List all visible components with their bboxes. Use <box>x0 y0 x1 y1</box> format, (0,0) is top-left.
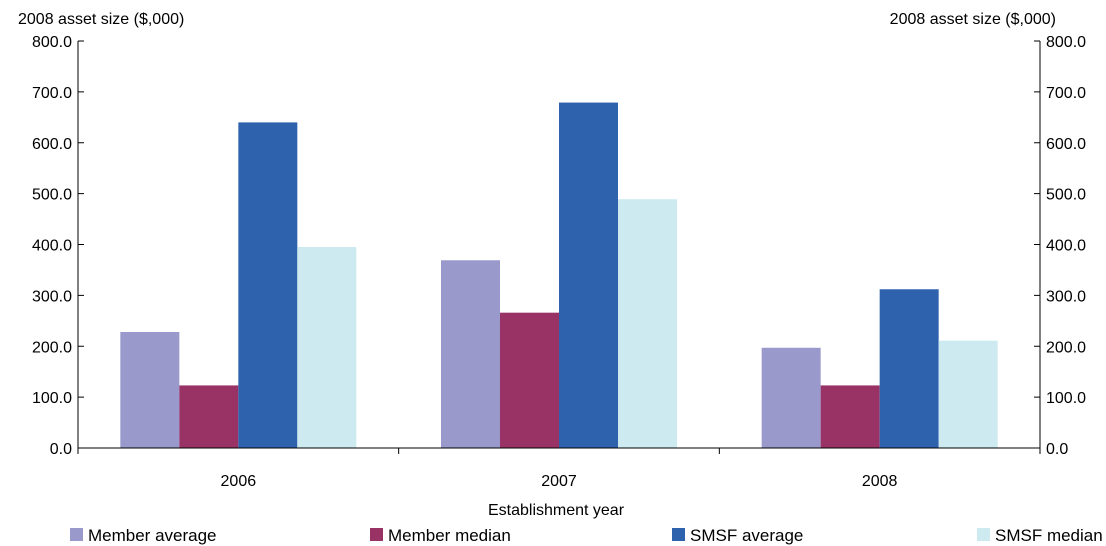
y-axis-label-left: 2008 asset size ($,000) <box>18 11 184 28</box>
legend-swatch <box>370 528 383 541</box>
y-tick-label-right: 600.0 <box>1046 136 1086 153</box>
bar-smsf-average-2006 <box>238 122 298 449</box>
y-tick-label-right: 200.0 <box>1046 339 1086 356</box>
bar-smsf-median-2007 <box>618 199 677 448</box>
x-tick-label: 2007 <box>541 473 577 490</box>
y-tick-label-right: 300.0 <box>1046 288 1086 305</box>
x-tick-label: 2006 <box>221 473 257 490</box>
legend-label: Member average <box>88 526 217 545</box>
bar-member-median-2007 <box>500 312 559 448</box>
y-tick-label-left: 700.0 <box>32 85 72 102</box>
y-tick-label-right: 400.0 <box>1046 238 1086 255</box>
bar-member-average-2007 <box>441 260 500 448</box>
legend-swatch <box>70 528 83 541</box>
legend-label: SMSF median <box>995 526 1103 545</box>
y-tick-label-left: 600.0 <box>32 136 72 153</box>
x-tick-label: 2008 <box>862 473 898 490</box>
bar-smsf-average-2008 <box>879 289 939 448</box>
bar-member-median-2006 <box>179 385 239 448</box>
y-tick-label-right: 800.0 <box>1046 34 1086 51</box>
legend-label: Member median <box>388 526 511 545</box>
y-tick-label-right: 0.0 <box>1046 441 1068 458</box>
bar-member-average-2008 <box>761 347 821 448</box>
bars <box>120 102 998 449</box>
y-tick-label-left: 400.0 <box>32 238 72 255</box>
y-tick-label-left: 300.0 <box>32 288 72 305</box>
y-tick-label-left: 800.0 <box>32 34 72 51</box>
y-tick-label-left: 100.0 <box>32 390 72 407</box>
legend: Member average Member median SMSF average S… <box>70 526 1103 545</box>
bar-smsf-average-2007 <box>559 102 618 448</box>
bar-smsf-median-2006 <box>297 247 357 448</box>
y-axis-left: 0.0 100.0 200.0 300.0 400.0 500.0 600.0 700.0 80… <box>32 34 84 458</box>
bar-member-median-2008 <box>820 385 880 448</box>
y-tick-label-left: 0.0 <box>50 441 72 458</box>
y-tick-label-left: 200.0 <box>32 339 72 356</box>
x-axis-label: Establishment year <box>488 502 625 519</box>
y-tick-label-right: 500.0 <box>1046 187 1086 204</box>
y-axis-right: 0.0 100.0 200.0 300.0 400.0 500.0 600.0 700.0 80… <box>1034 34 1086 458</box>
y-tick-label-right: 100.0 <box>1046 390 1086 407</box>
y-tick-label-left: 500.0 <box>32 187 72 204</box>
y-tick-label-right: 700.0 <box>1046 85 1086 102</box>
y-axis-label-right: 2008 asset size ($,000) <box>890 11 1056 28</box>
bar-member-average-2006 <box>120 332 180 448</box>
legend-swatch <box>672 528 685 541</box>
legend-label: SMSF average <box>690 526 803 545</box>
legend-swatch <box>977 528 990 541</box>
x-axis: 2006 2007 2008 <box>77 448 1041 490</box>
bar-smsf-median-2008 <box>938 340 998 448</box>
